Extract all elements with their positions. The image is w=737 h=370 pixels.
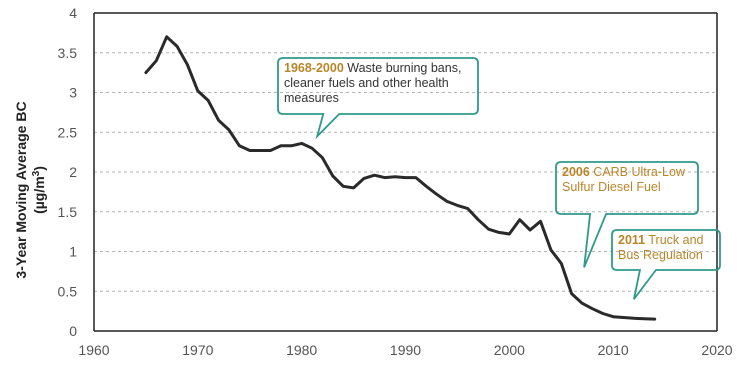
y-axis-unit: (µg/m3) [31,166,47,214]
annotation-bubble-a3 [611,229,721,300]
y-tick-label: 1.5 [58,204,78,220]
annotation-2011-year: 2011 [618,233,646,247]
y-tick-label: 3 [69,85,77,101]
x-tick-label: 2010 [598,342,629,358]
y-axis-unit-suffix: ) [31,166,47,171]
y-tick-label: 3.5 [58,45,78,61]
y-tick-label: 0.5 [58,283,78,299]
y-tick-labels: 0 0.5 1 1.5 2 2.5 3 3.5 4 [58,5,78,339]
y-tick-label: 2 [69,164,77,180]
x-tick-label: 1980 [286,342,317,358]
annotation-2006: 2006 CARB Ultra-Low Sulfur Diesel Fuel [556,162,698,214]
y-tick-label: 2.5 [58,124,78,140]
annotation-2006-year: 2006 [562,165,590,179]
annotation-2006-text: CARB Ultra-Low Sulfur Diesel Fuel [562,165,685,194]
x-tick-label: 1970 [182,342,213,358]
annotation-2011-text: Truck and Bus Regulation [618,233,704,262]
annotation-1968-2000-text: Waste burning bans, cleaner fuels and ot… [284,61,462,105]
x-tick-label: 2000 [494,342,525,358]
annotation-pointers [277,57,721,300]
y-axis-unit-prefix: (µg/m [31,176,47,214]
y-tick-label: 4 [69,5,77,21]
annotation-1968-2000-year: 1968-2000 [284,61,344,75]
axes [93,12,718,332]
y-tick-label: 1 [69,244,77,260]
annotation-2011: 2011 Truck and Bus Regulation [612,230,720,270]
x-tick-label: 2020 [701,342,732,358]
annotation-bubble-a2 [555,161,699,268]
x-tick-labels: 1960 1970 1980 1990 2000 2010 2020 [78,342,732,358]
x-tick-label: 1960 [78,342,109,358]
x-tick-label: 1990 [390,342,421,358]
annotation-1968-2000: 1968-2000 Waste burning bans, cleaner fu… [278,58,478,114]
y-tick-label: 0 [69,323,77,339]
y-axis-unit-sup: 3 [31,170,42,176]
series [144,35,657,321]
annotation-bubble-a1 [277,57,479,140]
series-line-0 [144,35,657,321]
y-axis-label: 3-Year Moving Average BC [13,101,29,278]
